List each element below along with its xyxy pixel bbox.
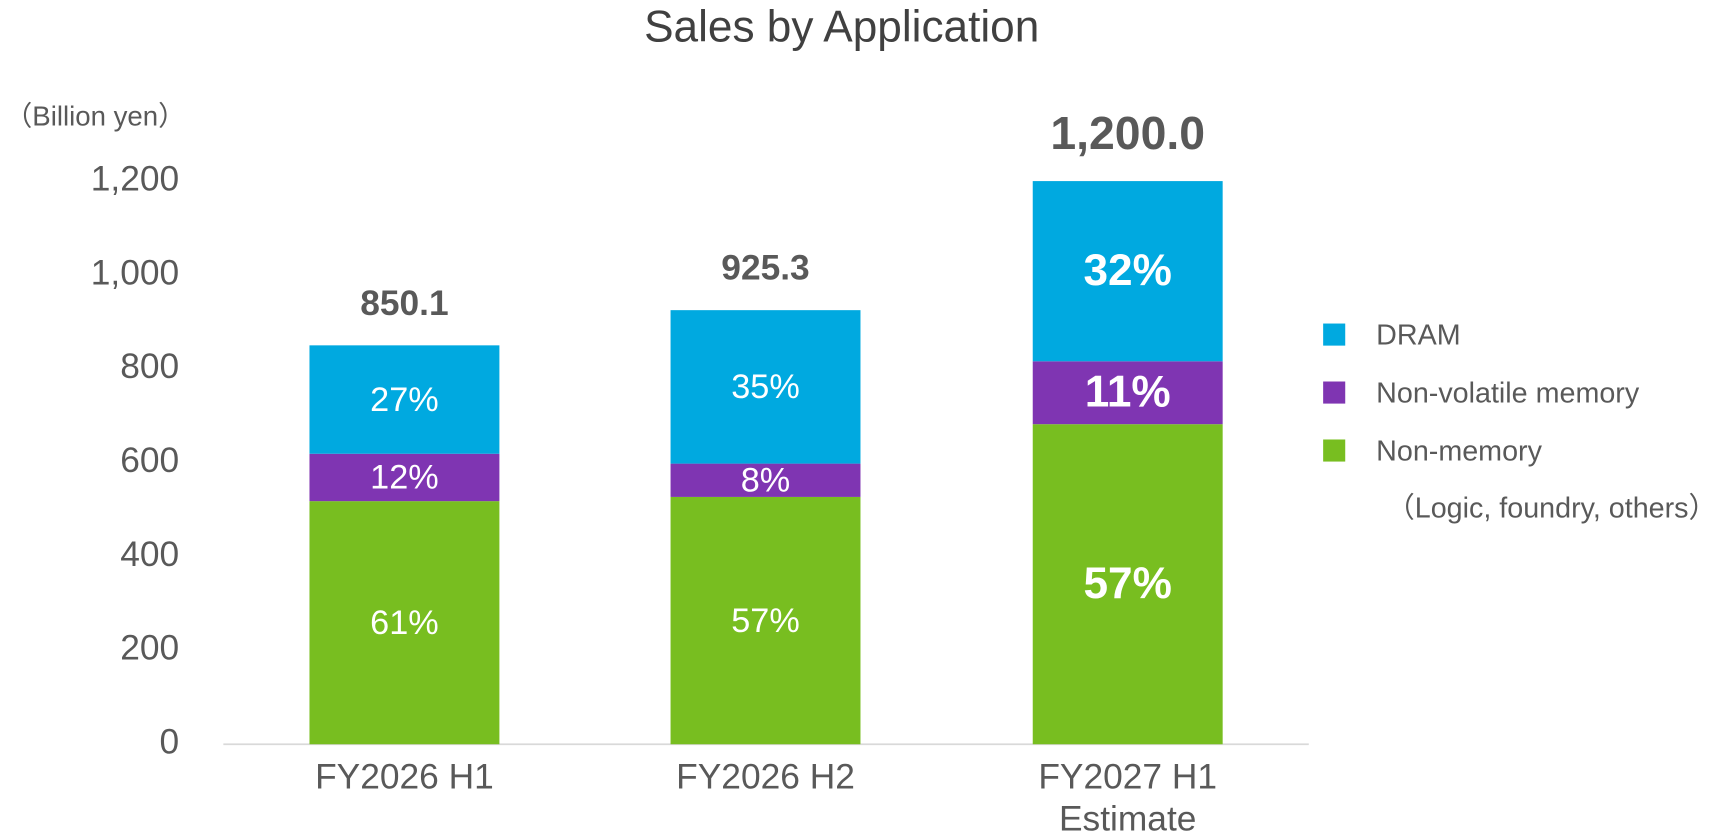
y-tick-label: 0 [160, 723, 180, 762]
segment-label: 8% [741, 462, 790, 500]
segment-label: 32% [1084, 246, 1172, 295]
segment-label: 11% [1085, 368, 1171, 417]
total-label: 1,200.0 [1050, 107, 1205, 159]
x-tick-label: FY2026 H2 [676, 758, 855, 797]
legend-label: Non-memory [1376, 435, 1542, 467]
total-label: 850.1 [360, 284, 448, 323]
bar-segment [309, 453, 500, 502]
y-tick-label: 800 [120, 347, 179, 386]
y-tick-label: 400 [120, 535, 179, 574]
y-tick-label: 600 [120, 441, 179, 480]
legend-swatch [1323, 323, 1346, 346]
bar-segment [1032, 181, 1223, 362]
bar-segment [309, 345, 500, 454]
y-tick-label: 1,200 [91, 159, 179, 198]
segment-label: 61% [370, 604, 439, 642]
x-tick-label: FY2027 H1 Estimate [1038, 758, 1217, 837]
legend-label: DRAM [1376, 319, 1460, 351]
y-axis-label: （Billion yen） [5, 100, 186, 131]
segment-label: 57% [731, 602, 800, 640]
bar-segment [670, 496, 861, 745]
legend-note: （Logic, foundry, others） [1386, 493, 1717, 525]
segment-label: 57% [1084, 559, 1172, 608]
bar-segment [1032, 424, 1223, 745]
segment-label: 35% [731, 368, 800, 406]
bar-segment [1032, 361, 1223, 425]
segment-label: 12% [370, 459, 439, 497]
legend-label: Non-volatile memory [1376, 377, 1640, 409]
chart-title: Sales by Application [644, 2, 1039, 51]
x-tick-label: FY2026 H1 [315, 758, 494, 797]
legend-swatch [1323, 381, 1346, 404]
bar-segment [670, 463, 861, 497]
bar-segment [670, 310, 861, 464]
y-tick-label: 200 [120, 629, 179, 668]
total-label: 925.3 [721, 249, 809, 288]
bar-segment [309, 501, 500, 745]
segment-label: 27% [370, 381, 439, 419]
y-tick-label: 1,000 [91, 253, 179, 292]
legend-swatch [1323, 439, 1346, 462]
